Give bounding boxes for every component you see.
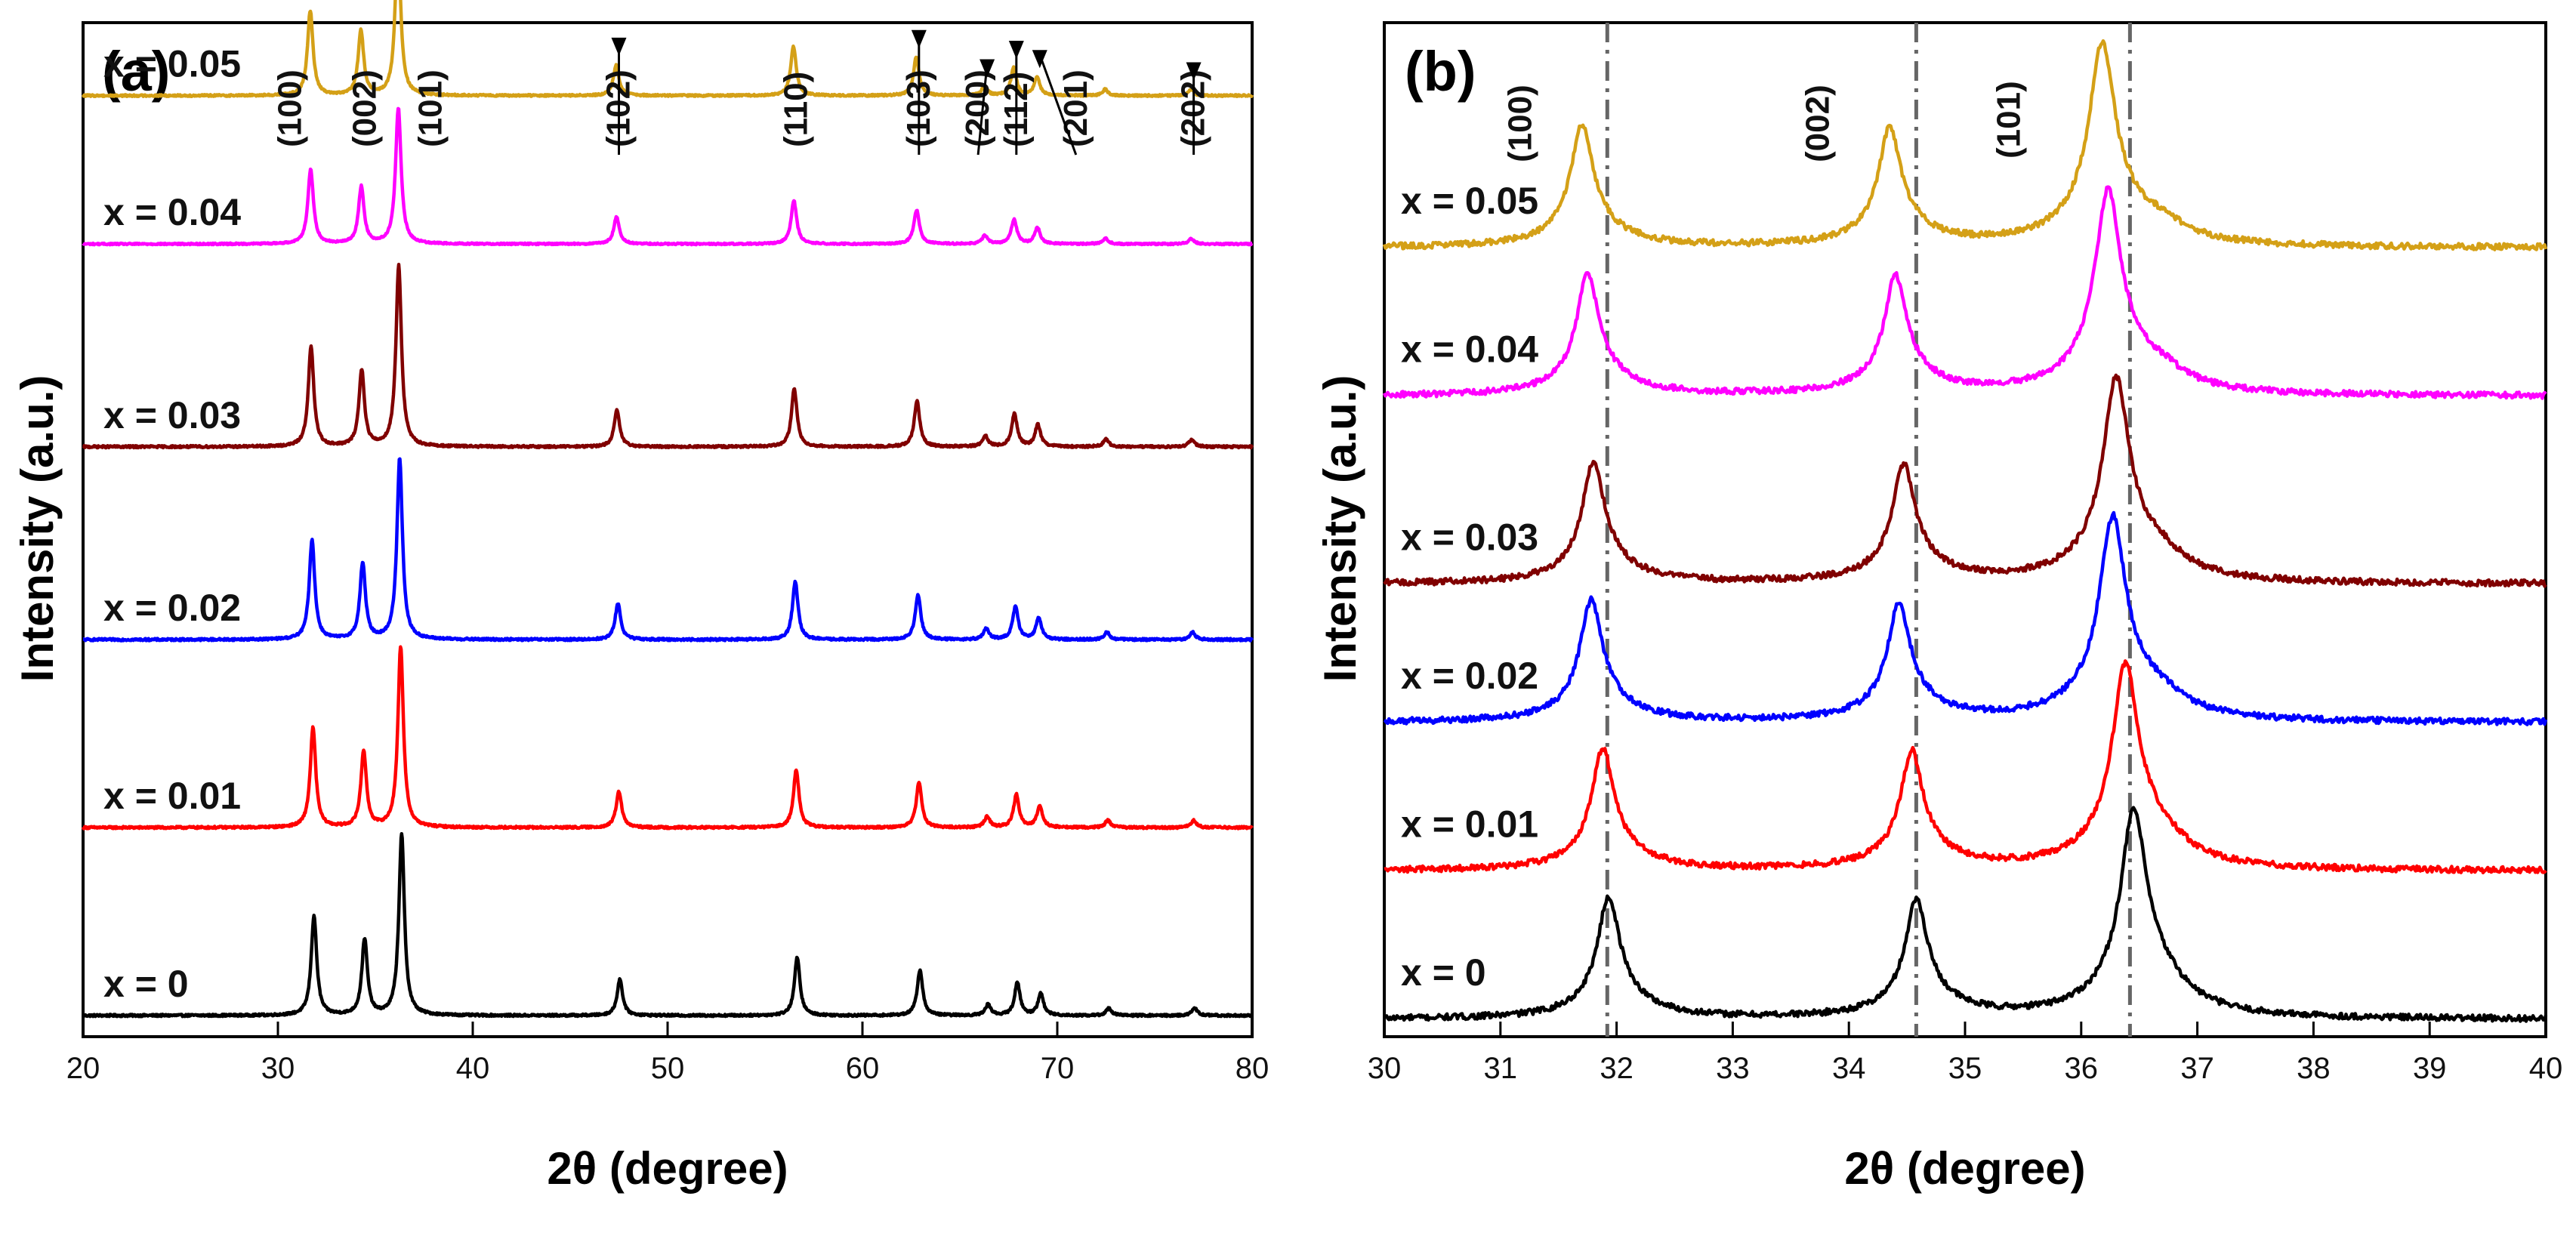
x-tick-label: 31 [1484, 1052, 1518, 1085]
series-line [1383, 510, 2548, 726]
panel-a-frame [82, 21, 1254, 1038]
panel-b-curves [1382, 39, 2548, 1023]
panel-b-series-labels: x = 0 x = 0.01 x = 0.02 x = 0.03 x = 0.04 x =… [1401, 180, 1538, 994]
series-label: x = 0.05 [103, 43, 241, 85]
panel-b-letter: (b) [1405, 40, 1476, 103]
peak-arrow [1038, 54, 1078, 156]
x-tick-label: 30 [261, 1052, 295, 1085]
series-label: x = 0.02 [103, 587, 241, 629]
x-tick-label: 39 [2413, 1052, 2447, 1085]
panel-b-ylabel: Intensity (a.u.) [1315, 375, 1365, 683]
peak-hkl-label: (200) [959, 69, 996, 147]
series-line [82, 831, 1254, 1019]
x-tick-label: 34 [1832, 1052, 1866, 1085]
x-tick-label: 80 [1236, 1052, 1269, 1085]
panel-b-peak-labels: (100) (002) (101) [1501, 81, 2027, 162]
series-label: x = 0.04 [1401, 328, 1538, 371]
x-tick-label: 38 [2297, 1052, 2331, 1085]
series-label: x = 0.02 [1401, 655, 1538, 697]
peak-arrowhead [979, 59, 995, 78]
panel-b-xlabel: 2θ (degree) [1844, 1143, 2085, 1194]
peak-hkl-label: (002) [1799, 85, 1836, 162]
panel-b: (b) 2θ (degree) Intensity (a.u.) 30 31 32 3… [1315, 21, 2563, 1194]
panel-b-reference-lines [1605, 23, 2132, 1037]
x-tick-label: 32 [1600, 1052, 1634, 1085]
series-line [82, 106, 1254, 247]
series-line [82, 457, 1254, 643]
series-line [1382, 185, 2547, 400]
series-label: x = 0.01 [1401, 803, 1538, 846]
series-label: x = 0.03 [103, 394, 241, 436]
peak-hkl-label: (201) [1057, 69, 1094, 147]
series-line [81, 645, 1254, 831]
peak-arrowhead [1008, 40, 1024, 59]
series-label: x = 0.05 [1401, 180, 1538, 222]
panel-a-ticks: 20 30 40 50 60 70 80 [66, 1022, 1269, 1085]
peak-arrow [976, 63, 989, 156]
x-tick-label: 40 [456, 1052, 490, 1085]
x-tick-label: 30 [1368, 1052, 1402, 1085]
x-tick-label: 70 [1041, 1052, 1075, 1085]
peak-hkl-label: (101) [1990, 81, 2027, 159]
x-tick-label: 33 [1716, 1052, 1750, 1085]
panel-a-peak-labels: (100) (002) (101) (102) (110) (103) (200) (112)… [271, 29, 1212, 156]
panel-a-letter: (a) [102, 40, 170, 103]
peak-hkl-label: (100) [271, 69, 308, 147]
series-line [81, 0, 1254, 99]
peak-arrowhead [611, 37, 627, 56]
series-line [82, 263, 1254, 450]
panel-a-curves [81, 0, 1254, 1019]
series-label: x = 0.03 [1401, 516, 1538, 559]
peak-hkl-label: (100) [1501, 85, 1538, 162]
peak-arrowhead [1186, 62, 1202, 81]
peak-arrowhead [1032, 50, 1047, 69]
x-tick-label: 60 [846, 1052, 880, 1085]
x-tick-label: 40 [2529, 1052, 2563, 1085]
series-line [1383, 806, 2548, 1023]
peak-arrowhead [911, 29, 927, 48]
series-label: x = 0.01 [103, 775, 241, 817]
panel-b-ticks: 30 31 32 33 34 35 36 37 38 39 40 [1368, 1022, 2563, 1085]
series-line [1382, 39, 2548, 251]
x-tick-label: 37 [2180, 1052, 2214, 1085]
panel-a-series-labels: x = 0 x = 0.01 x = 0.02 x = 0.03 x = 0.04 x =… [103, 43, 241, 1005]
panel-a-xlabel: 2θ (degree) [547, 1143, 788, 1194]
series-line [1384, 659, 2547, 874]
series-label: x = 0 [1401, 951, 1486, 994]
peak-hkl-label: (110) [777, 72, 814, 147]
x-tick-label: 35 [1948, 1052, 1982, 1085]
x-tick-label: 20 [66, 1052, 100, 1085]
peak-hkl-label: (101) [412, 69, 449, 147]
series-label: x = 0 [103, 963, 189, 1005]
panel-a: (a) 2θ (degree) Intensity (a.u.) 20 30 40 5… [12, 0, 1269, 1194]
series-label: x = 0.04 [103, 191, 241, 233]
x-tick-label: 50 [651, 1052, 685, 1085]
panel-b-frame [1383, 21, 2547, 1038]
series-line [1383, 373, 2547, 588]
peak-hkl-label: (002) [347, 69, 384, 147]
panel-a-ylabel: Intensity (a.u.) [12, 375, 63, 683]
x-tick-label: 36 [2065, 1052, 2099, 1085]
